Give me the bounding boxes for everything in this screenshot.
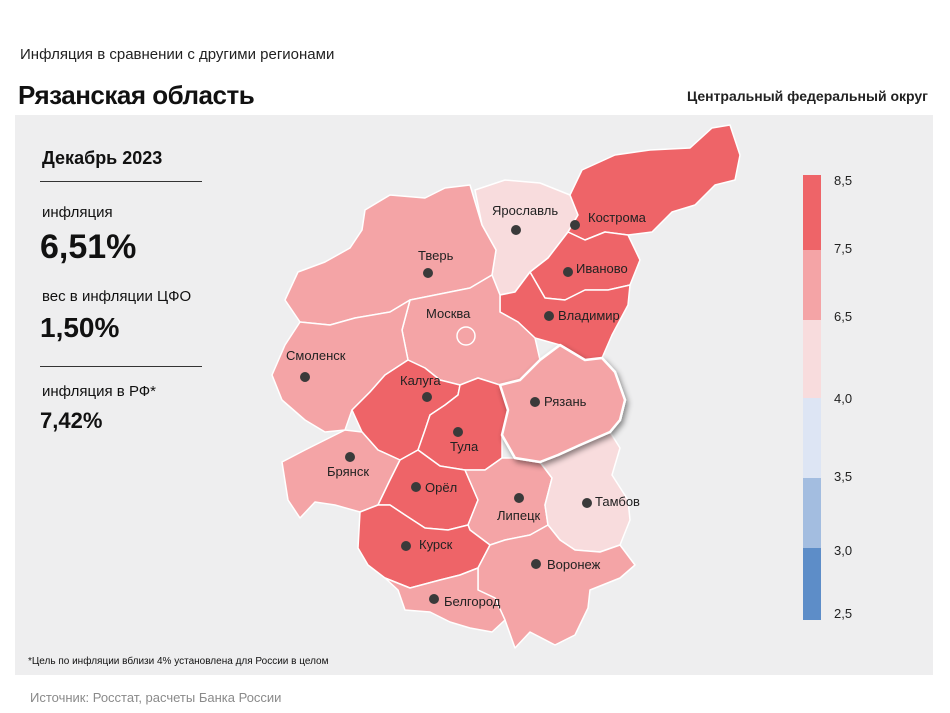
region-label: Белгород bbox=[444, 594, 501, 609]
color-scale bbox=[803, 175, 821, 620]
period-label: Декабрь 2023 bbox=[42, 148, 163, 168]
rf-inflation-value: 7,42% bbox=[40, 408, 103, 433]
region-label: Кострома bbox=[588, 210, 647, 225]
city-dot bbox=[544, 311, 554, 321]
region-label: Орёл bbox=[425, 480, 457, 495]
region-ryazan-highlight bbox=[498, 343, 627, 464]
region-label: Калуга bbox=[400, 373, 441, 388]
map-subtitle: Инфляция в сравнении с другими регионами bbox=[20, 46, 335, 63]
city-dot bbox=[511, 225, 521, 235]
region-label: Рязань bbox=[544, 394, 587, 409]
city-dot bbox=[300, 372, 310, 382]
inflation-label: инфляция bbox=[42, 204, 113, 221]
city-dot bbox=[411, 482, 421, 492]
city-dot bbox=[530, 397, 540, 407]
district-label: Центральный федеральный округ bbox=[686, 88, 928, 104]
divider bbox=[40, 181, 202, 182]
city-dot bbox=[531, 559, 541, 569]
scale-tick: 3,0 bbox=[834, 543, 853, 558]
region-label: Владимир bbox=[558, 308, 620, 323]
city-dot bbox=[423, 268, 433, 278]
scale-band bbox=[803, 175, 821, 250]
region-label: Тула bbox=[450, 439, 479, 454]
rf-inflation-label: инфляция в РФ* bbox=[42, 383, 157, 400]
inflation-value: 6,51% bbox=[40, 228, 137, 266]
scale-band bbox=[803, 478, 821, 548]
region-label: Тамбов bbox=[595, 494, 640, 509]
city-dot bbox=[563, 267, 573, 277]
city-markers bbox=[300, 220, 592, 604]
scale-band bbox=[803, 548, 821, 620]
region-label: Смоленск bbox=[286, 348, 346, 363]
scale-band bbox=[803, 320, 821, 398]
region-label: Липецк bbox=[497, 508, 541, 523]
scale-tick: 8,5 bbox=[834, 173, 853, 188]
source-note: Источник: Росстат, расчеты Банка России bbox=[30, 690, 282, 705]
region-label: Москва bbox=[426, 306, 471, 321]
weight-value: 1,50% bbox=[40, 312, 120, 343]
footnote: *Цель по инфляции вблизи 4% установлена … bbox=[28, 656, 329, 667]
scale-band bbox=[803, 398, 821, 478]
city-dot bbox=[514, 493, 524, 503]
weight-label: вес в инфляции ЦФО bbox=[42, 288, 192, 305]
divider bbox=[40, 366, 202, 367]
scale-tick: 2,5 bbox=[834, 606, 853, 621]
city-dot-moscow bbox=[456, 326, 476, 346]
region-label: Иваново bbox=[576, 261, 628, 276]
city-dot bbox=[429, 594, 439, 604]
page-title: Рязанская область bbox=[18, 80, 255, 110]
city-dot bbox=[401, 541, 411, 551]
region-label: Воронеж bbox=[547, 557, 601, 572]
city-dot bbox=[345, 452, 355, 462]
scale-tick: 6,5 bbox=[834, 309, 853, 324]
scale-tick: 4,0 bbox=[834, 391, 853, 406]
region-label: Тверь bbox=[418, 248, 454, 263]
region-label: Ярославль bbox=[492, 203, 558, 218]
city-dot bbox=[453, 427, 463, 437]
scale-tick: 3,5 bbox=[834, 469, 853, 484]
city-dot bbox=[422, 392, 432, 402]
region-label: Брянск bbox=[327, 464, 369, 479]
city-dot bbox=[582, 498, 592, 508]
region-label: Курск bbox=[419, 537, 453, 552]
city-dot bbox=[570, 220, 580, 230]
scale-band bbox=[803, 250, 821, 320]
region-belgorod bbox=[384, 567, 506, 633]
scale-tick: 7,5 bbox=[834, 241, 853, 256]
